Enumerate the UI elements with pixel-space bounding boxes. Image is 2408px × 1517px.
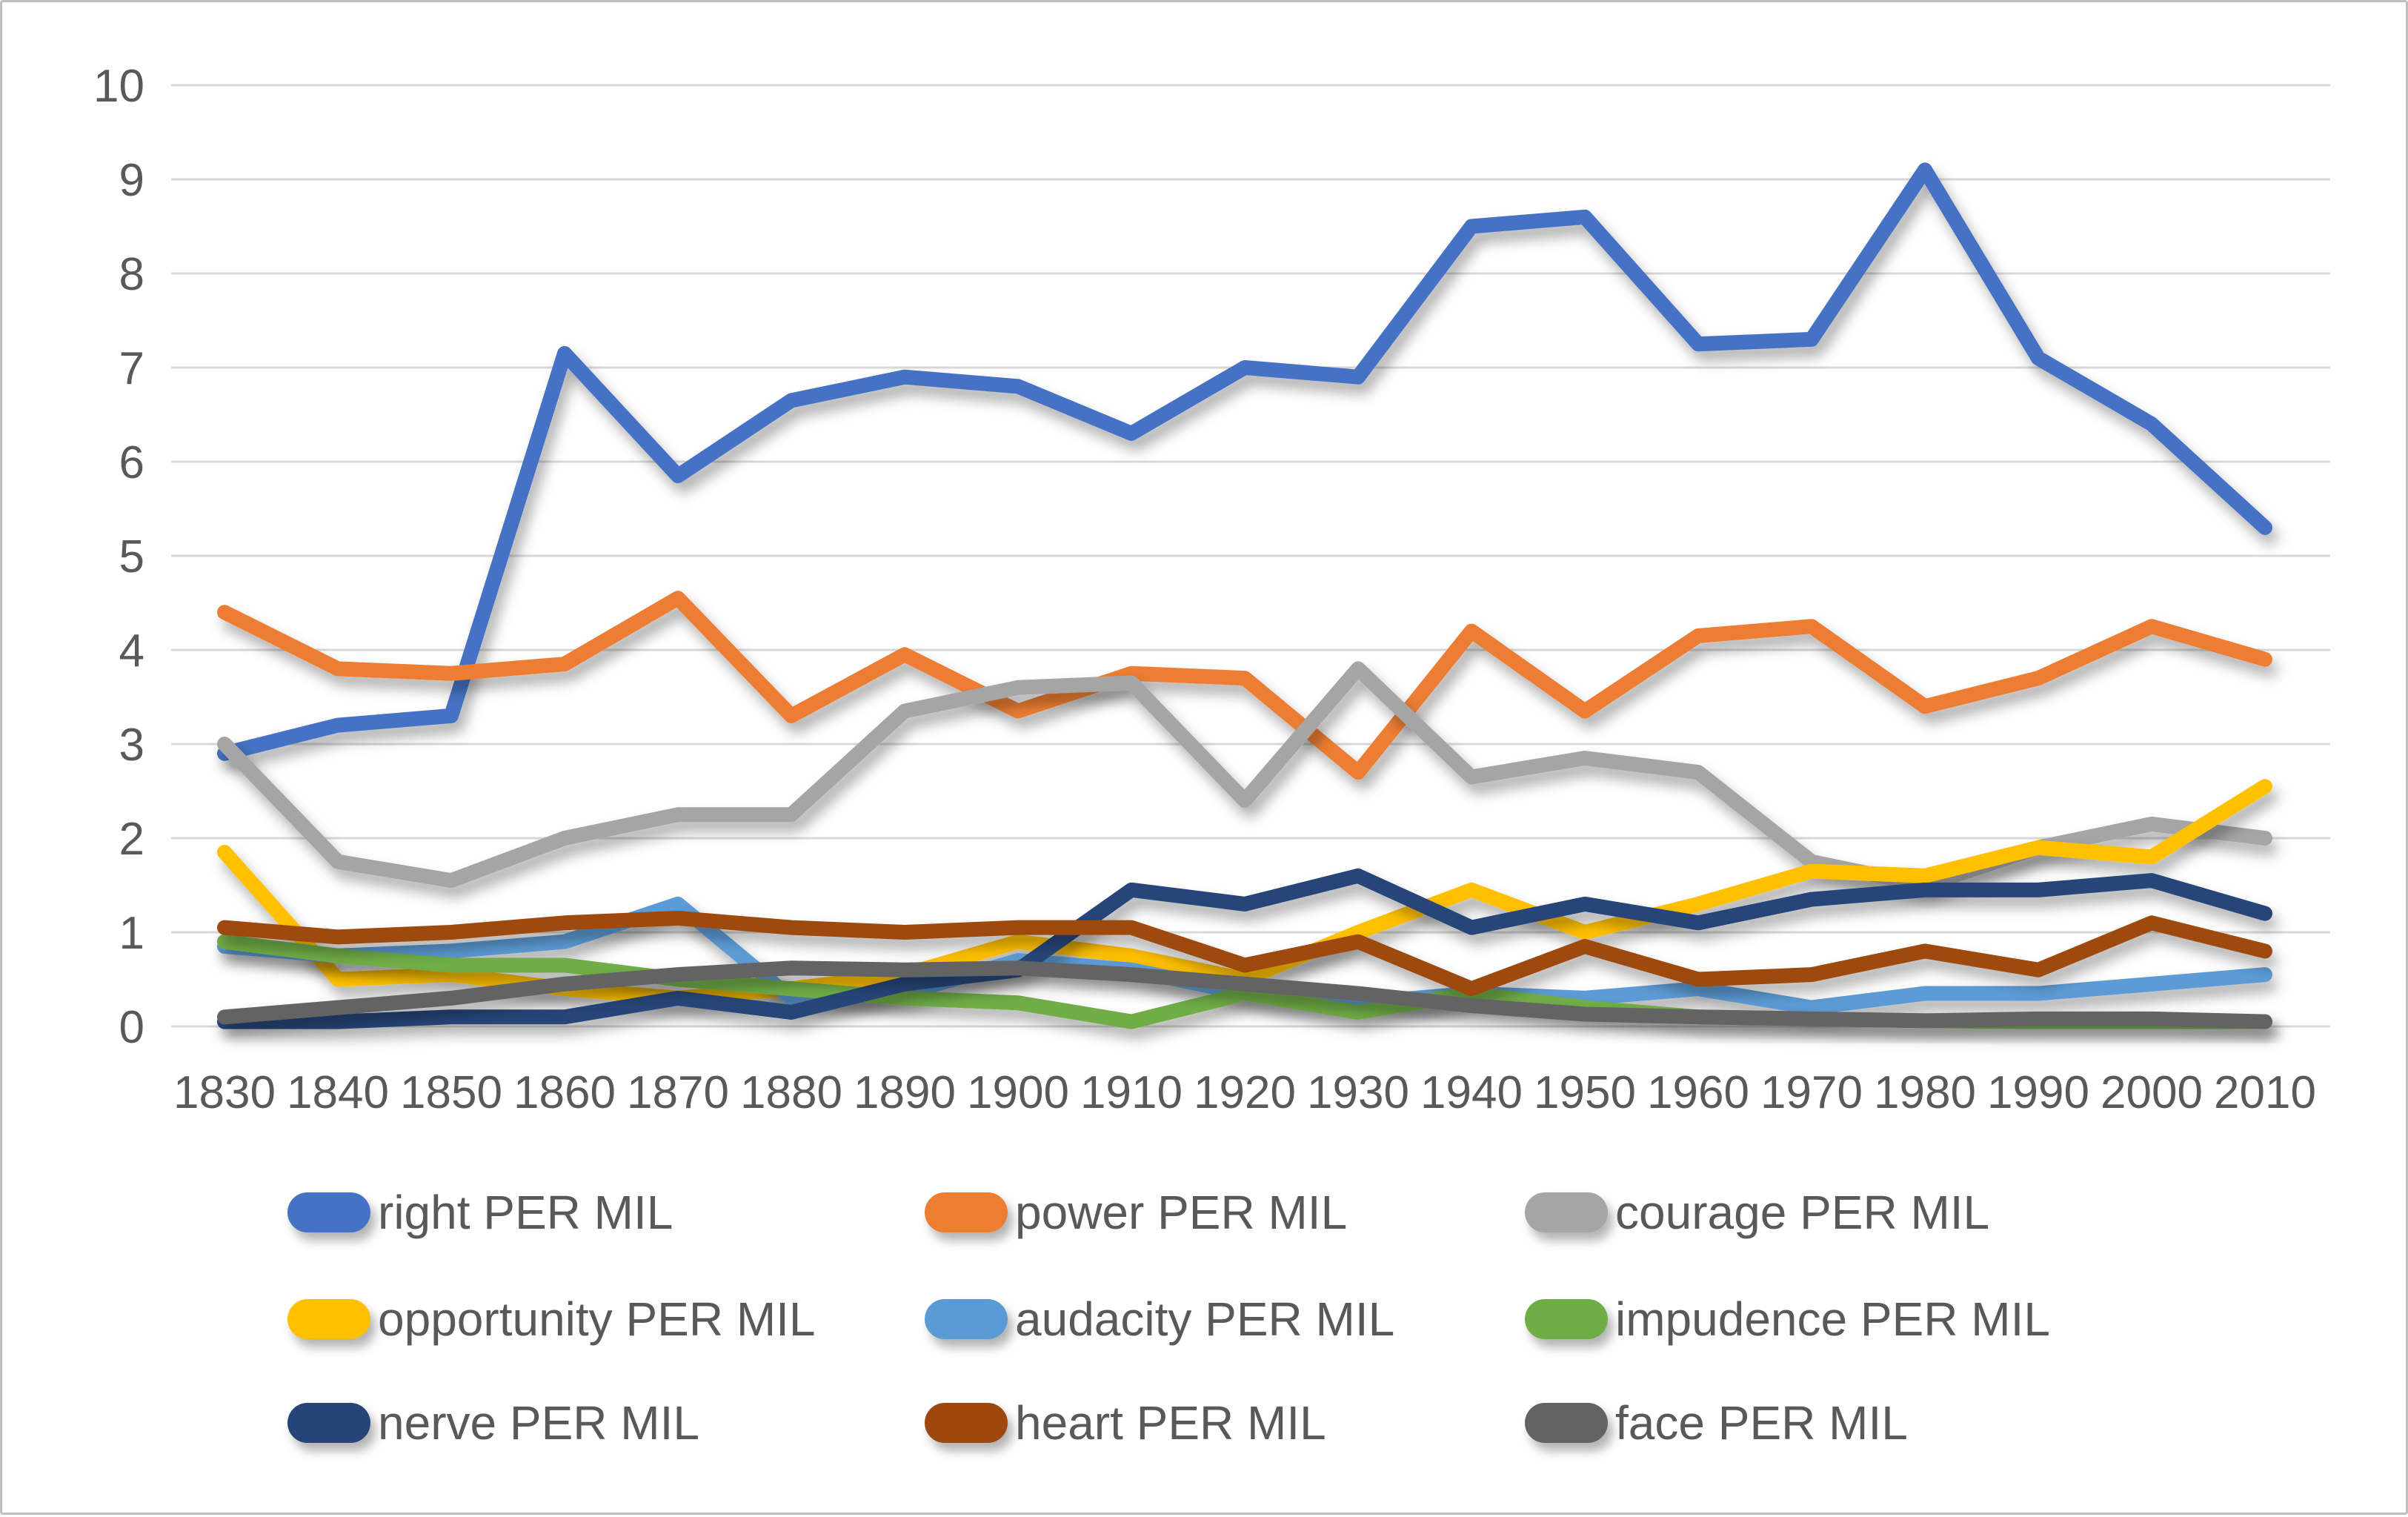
x-axis-tick-labels: 1830 1840 1850 1860 1870 1880 1890 1900 1910 1920… (173, 1067, 2316, 1118)
x-tick-label: 1880 (740, 1067, 842, 1118)
x-tick-label: 1970 (1760, 1067, 1863, 1118)
series-line-power-per-mil (217, 591, 2272, 780)
x-tick-label: 1860 (513, 1067, 616, 1118)
y-tick-label: 4 (119, 625, 144, 677)
series-line-face-per-mil (217, 960, 2272, 1029)
series-line-right-per-mil (217, 162, 2272, 761)
y-tick-label: 6 (119, 437, 144, 488)
y-tick-label: 1 (119, 908, 144, 959)
x-tick-label: 1960 (1647, 1067, 1749, 1118)
x-tick-label: 1950 (1534, 1067, 1636, 1118)
y-tick-label: 8 (119, 249, 144, 300)
x-tick-label: 1910 (1080, 1067, 1183, 1118)
y-tick-label: 7 (119, 343, 144, 394)
x-tick-label: 1900 (967, 1067, 1069, 1118)
y-tick-label: 10 (93, 61, 144, 112)
y-tick-label: 0 (119, 1002, 144, 1053)
x-tick-label: 1870 (627, 1067, 729, 1118)
x-tick-label: 1990 (1987, 1067, 2089, 1118)
y-tick-label: 9 (119, 155, 144, 206)
x-tick-label: 1830 (173, 1067, 276, 1118)
x-tick-label: 1890 (854, 1067, 956, 1118)
y-tick-label: 3 (119, 720, 144, 771)
x-tick-label: 1920 (1194, 1067, 1296, 1118)
series-lines (217, 162, 2272, 1029)
x-tick-label: 1930 (1307, 1067, 1409, 1118)
x-tick-label: 2010 (2214, 1067, 2316, 1118)
x-tick-label: 1940 (1420, 1067, 1523, 1118)
series-line-heart-per-mil (217, 910, 2272, 997)
y-axis-tick-labels: 0 1 2 3 4 5 6 7 8 9 10 (93, 61, 144, 1053)
series-line-nerve-per-mil (217, 868, 2272, 1029)
y-tick-label: 2 (119, 814, 144, 865)
x-tick-label: 1980 (1874, 1067, 1976, 1118)
y-tick-label: 5 (119, 531, 144, 582)
x-tick-label: 1850 (400, 1067, 502, 1118)
x-tick-label: 2000 (2101, 1067, 2203, 1118)
x-tick-label: 1840 (287, 1067, 389, 1118)
